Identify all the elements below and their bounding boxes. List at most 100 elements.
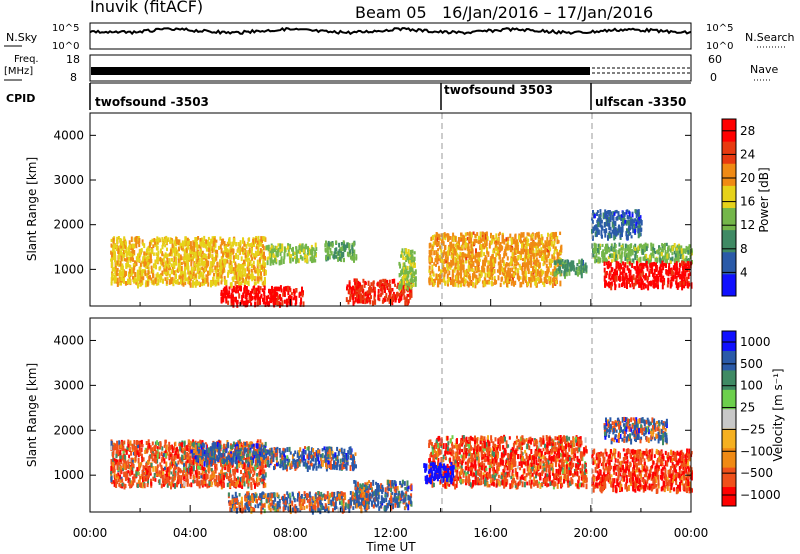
echo-cell (647, 284, 650, 291)
echo-cell (664, 250, 667, 255)
echo-cell (301, 256, 304, 261)
echo-cell (114, 276, 117, 281)
echo-cell (388, 288, 390, 293)
echo-cell (468, 261, 471, 267)
echo-cell (557, 259, 560, 264)
echo-cell (634, 254, 637, 261)
echo-cell (272, 295, 275, 302)
echo-cell (128, 275, 131, 281)
echo-cell (611, 221, 614, 227)
echo-cell (544, 254, 547, 261)
echo-cell (502, 270, 505, 276)
cpid-segment-0: twofsound -3503 (95, 95, 209, 109)
echo-cell (195, 251, 197, 257)
echo-cell (456, 243, 459, 250)
echo-cell (631, 224, 634, 230)
echo-cell (607, 282, 610, 288)
echo-cell (178, 246, 180, 252)
echo-cell (289, 254, 292, 261)
echo-cell (470, 264, 473, 269)
echo-cell (556, 249, 558, 253)
echo-cell (239, 461, 242, 465)
echo-cell (186, 447, 189, 452)
echo-cell (222, 295, 225, 300)
echo-cell (475, 279, 478, 285)
echo-cell (211, 268, 214, 272)
echo-cell (231, 298, 234, 304)
echo-cell (254, 281, 257, 286)
echo-cell (311, 257, 313, 264)
echo-cell (264, 301, 267, 308)
echo-cell (444, 235, 447, 241)
echo-cell (684, 248, 687, 254)
echo-cell (124, 241, 127, 247)
echo-cell (510, 237, 513, 242)
echo-cell (205, 274, 208, 278)
echo-cell (534, 233, 537, 239)
echo-cell (168, 471, 171, 477)
echo-cell (431, 277, 433, 283)
echo-cell (402, 279, 405, 285)
echo-cell (195, 477, 198, 484)
echo-cell (239, 268, 242, 274)
echo-cell (552, 272, 555, 277)
echo-cell (408, 281, 411, 287)
echo-cell (199, 271, 202, 276)
echo-cell (648, 255, 651, 260)
echo-cell (311, 254, 314, 259)
echo-cell (443, 271, 446, 277)
echo-cell (164, 252, 167, 258)
echo-cell (608, 273, 611, 280)
echo-cell (122, 254, 125, 259)
echo-cell (527, 242, 530, 247)
echo-cell (534, 252, 537, 258)
echo-cell (513, 249, 516, 254)
echo-cell (228, 286, 231, 290)
echo-cell (362, 295, 365, 301)
echo-cell (544, 246, 547, 252)
echo-cell (646, 243, 649, 249)
echo-cell (130, 480, 133, 485)
echo-cell (113, 278, 116, 284)
echo-cell (565, 272, 568, 277)
echo-cell (171, 243, 174, 249)
echo-cell (364, 281, 367, 285)
echo-cell (193, 251, 196, 256)
echo-cell (411, 254, 414, 259)
echo-cell (279, 247, 282, 253)
echo-cell (639, 243, 642, 248)
echo-cell (201, 281, 204, 287)
echo-cell (621, 281, 624, 287)
echo-cell (250, 302, 253, 307)
echo-cell (553, 236, 556, 243)
echo-cell (432, 280, 435, 287)
echo-cell (298, 245, 301, 251)
echo-cell (466, 280, 469, 287)
echo-cell (135, 240, 138, 245)
echo-cell (491, 238, 494, 244)
echo-cell (152, 263, 155, 269)
echo-cell (451, 278, 453, 285)
echo-cell (623, 268, 626, 274)
echo-cell (113, 267, 116, 272)
echo-cell (220, 248, 223, 254)
echo-cell (114, 244, 117, 248)
echo-cell (614, 226, 617, 232)
echo-cell (116, 239, 119, 245)
echo-cell (476, 262, 479, 268)
echo-cell (674, 253, 677, 260)
echo-cell (446, 266, 449, 272)
echo-cell (164, 475, 167, 480)
echo-cell (196, 267, 199, 273)
echo-cell (537, 235, 540, 240)
echo-cell (135, 260, 138, 266)
echo-cell (330, 251, 333, 256)
echo-cell (413, 256, 416, 261)
echo-cell (614, 210, 617, 214)
echo-cell (603, 222, 606, 228)
echo-cell (267, 256, 270, 260)
echo-cell (492, 258, 495, 263)
echo-cell (486, 250, 489, 255)
echo-cell (605, 210, 608, 215)
echo-cell (352, 252, 355, 259)
